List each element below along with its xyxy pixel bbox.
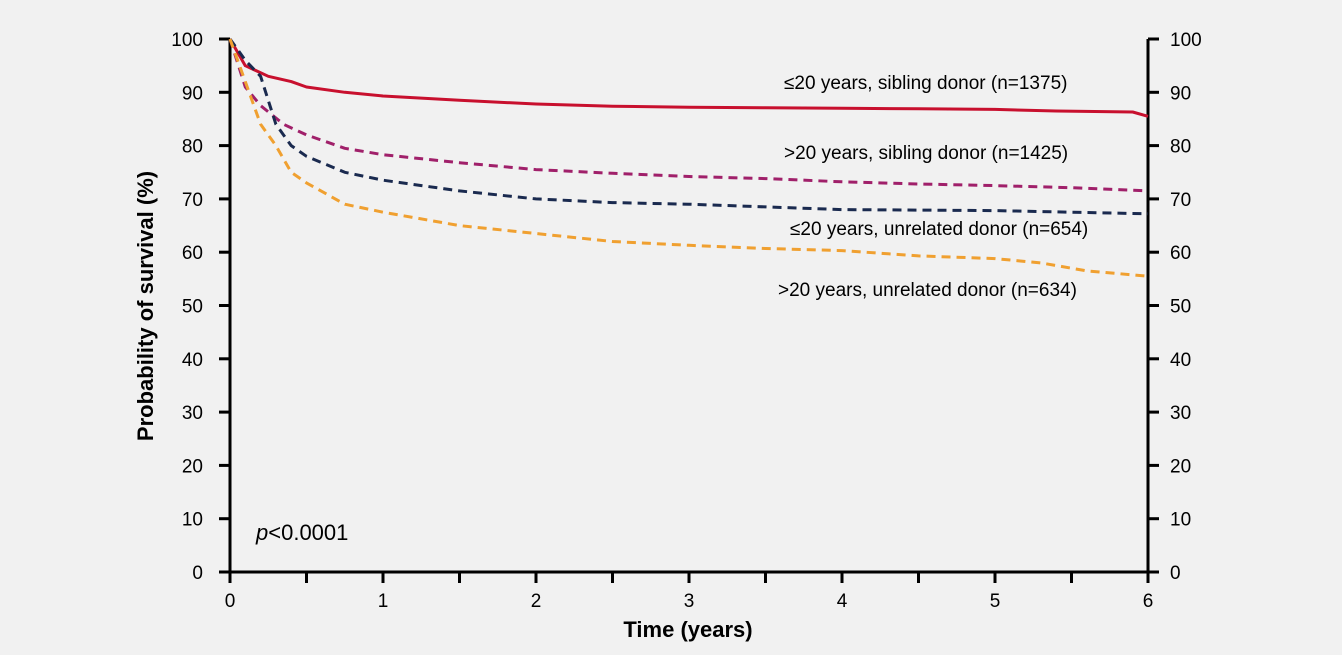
y-tick-label-right: 10 <box>1170 510 1191 531</box>
y-tick-label-left: 40 <box>182 350 203 371</box>
y-tick-label-right: 100 <box>1170 30 1202 51</box>
p-value-annotation: p<0.0001 <box>255 520 348 545</box>
series-lines <box>228 38 1149 278</box>
y-tick-label-left: 100 <box>171 30 203 51</box>
series-label-3: ≤20 years, unrelated donor (n=654) <box>790 219 1088 240</box>
y-tick-label-left: 20 <box>182 456 203 477</box>
y-tick-label-left: 70 <box>182 190 203 211</box>
series-labels: ≤20 years, sibling donor (n=1375) >20 ye… <box>778 73 1088 301</box>
series-label-4: >20 years, unrelated donor (n=634) <box>778 280 1077 301</box>
series-label-1: ≤20 years, sibling donor (n=1375) <box>784 73 1067 94</box>
x-tick-label: 1 <box>378 591 389 612</box>
y-axis-title: Probability of survival (%) <box>133 171 158 441</box>
y-tick-label-right: 40 <box>1170 350 1191 371</box>
y-tick-label-left: 0 <box>192 563 203 584</box>
series-line-1 <box>228 38 1149 118</box>
axes: 0102030405060708090100010203040506070809… <box>171 30 1201 612</box>
y-tick-label-right: 90 <box>1170 83 1191 104</box>
x-tick-label: 4 <box>837 591 848 612</box>
x-tick-label: 3 <box>684 591 695 612</box>
y-tick-label-left: 10 <box>182 510 203 531</box>
y-tick-label-right: 80 <box>1170 137 1191 158</box>
y-tick-label-left: 80 <box>182 137 203 158</box>
y-tick-label-right: 30 <box>1170 403 1191 424</box>
x-tick-label: 0 <box>225 591 236 612</box>
y-tick-label-right: 20 <box>1170 456 1191 477</box>
y-tick-label-right: 50 <box>1170 297 1191 318</box>
x-tick-label: 6 <box>1143 591 1154 612</box>
x-tick-label: 2 <box>531 591 542 612</box>
y-tick-label-left: 50 <box>182 297 203 318</box>
y-tick-label-left: 90 <box>182 83 203 104</box>
p-symbol: p <box>255 520 268 545</box>
series-label-2: >20 years, sibling donor (n=1425) <box>784 143 1068 164</box>
y-tick-label-right: 60 <box>1170 243 1191 264</box>
x-tick-label: 5 <box>990 591 1001 612</box>
series-line-3 <box>228 38 1149 216</box>
y-tick-label-right: 0 <box>1170 563 1181 584</box>
series-line-2 <box>228 38 1149 193</box>
y-tick-label-left: 30 <box>182 403 203 424</box>
y-tick-label-right: 70 <box>1170 190 1191 211</box>
series-line-4 <box>228 38 1149 278</box>
x-axis-title: Time (years) <box>623 617 752 642</box>
y-tick-label-left: 60 <box>182 243 203 264</box>
p-threshold: <0.0001 <box>268 520 348 545</box>
